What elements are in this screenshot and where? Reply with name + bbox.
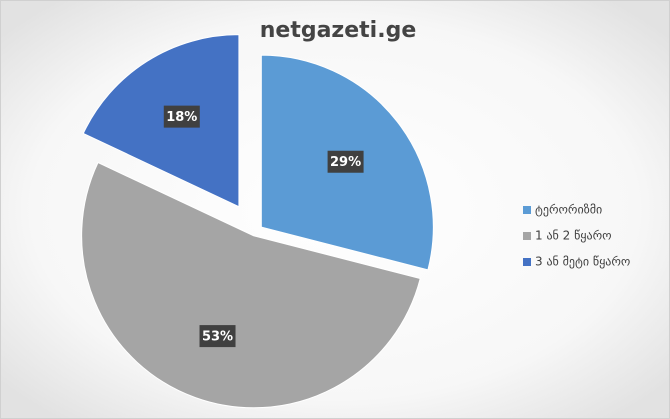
legend-swatch <box>523 258 531 266</box>
data-label: 18% <box>166 110 197 125</box>
legend-label: ტერორიზმი <box>535 203 602 217</box>
legend-swatch <box>523 232 531 240</box>
legend-label: 3 ან მეტი წყარო <box>535 255 630 269</box>
chart-title: netgazeti.ge <box>260 18 417 43</box>
data-label: 29% <box>330 155 361 170</box>
data-label-box <box>199 325 236 348</box>
pie-slice <box>82 34 240 208</box>
legend-swatch <box>523 206 531 214</box>
legend-label: 1 ან 2 წყარო <box>535 229 612 243</box>
data-label: 53% <box>202 330 233 345</box>
pie-slice <box>81 161 421 409</box>
data-label-box <box>163 105 200 128</box>
data-label-box <box>327 150 364 173</box>
